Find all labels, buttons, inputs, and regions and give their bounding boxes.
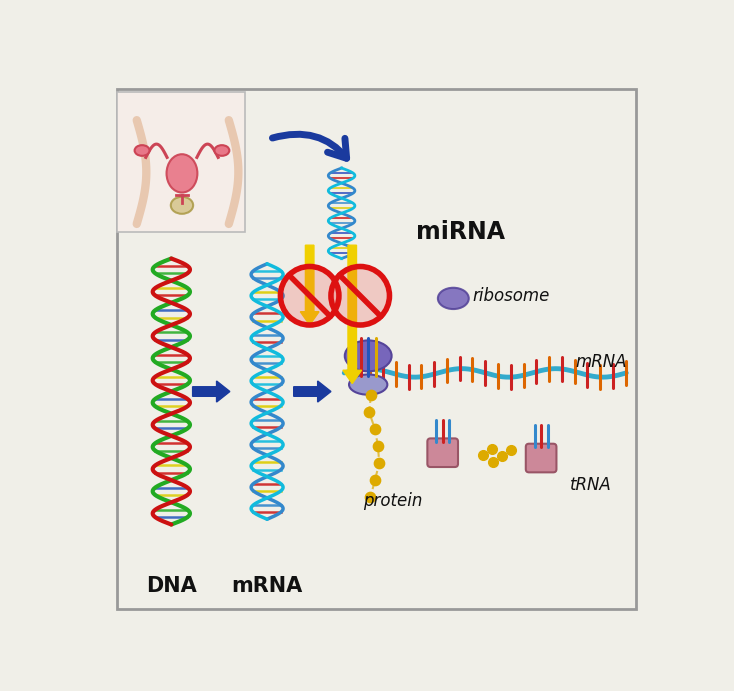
Text: protein: protein bbox=[363, 491, 422, 509]
Ellipse shape bbox=[171, 197, 193, 214]
FancyArrowPatch shape bbox=[272, 134, 346, 158]
FancyArrow shape bbox=[343, 245, 362, 384]
Circle shape bbox=[280, 267, 339, 325]
Ellipse shape bbox=[438, 287, 469, 309]
Point bbox=[374, 458, 385, 469]
Ellipse shape bbox=[167, 154, 197, 193]
Point bbox=[363, 407, 375, 418]
Text: mRNA: mRNA bbox=[231, 576, 302, 596]
Text: mRNA: mRNA bbox=[575, 353, 627, 371]
Text: miRNA: miRNA bbox=[416, 220, 505, 244]
Point bbox=[365, 492, 377, 503]
Point bbox=[372, 441, 384, 452]
FancyBboxPatch shape bbox=[117, 89, 636, 609]
Text: ribosome: ribosome bbox=[472, 287, 549, 305]
Ellipse shape bbox=[345, 341, 392, 371]
Point bbox=[369, 424, 381, 435]
FancyArrow shape bbox=[192, 381, 230, 402]
Point bbox=[369, 475, 381, 486]
FancyBboxPatch shape bbox=[427, 438, 458, 467]
FancyArrow shape bbox=[300, 245, 319, 325]
Text: DNA: DNA bbox=[146, 576, 197, 596]
Ellipse shape bbox=[134, 145, 150, 155]
Point bbox=[365, 390, 377, 401]
Ellipse shape bbox=[214, 145, 229, 155]
FancyBboxPatch shape bbox=[117, 93, 244, 232]
Text: tRNA: tRNA bbox=[570, 475, 612, 493]
Circle shape bbox=[331, 267, 390, 325]
Ellipse shape bbox=[349, 375, 388, 395]
FancyBboxPatch shape bbox=[526, 444, 556, 473]
FancyArrow shape bbox=[294, 381, 331, 402]
